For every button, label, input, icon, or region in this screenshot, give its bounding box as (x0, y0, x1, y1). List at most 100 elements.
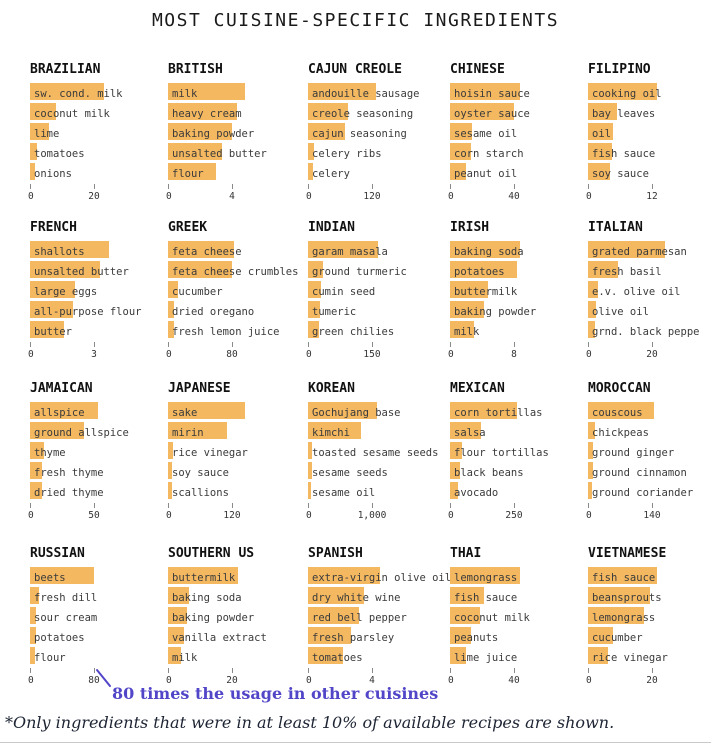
ingredient-row: rice vinegar (588, 646, 711, 666)
ingredient-row: celery ribs (308, 142, 440, 162)
ingredient-row: allspice (30, 401, 162, 421)
ingredient-row: buttermilk (168, 566, 300, 586)
ingredient-bar (30, 123, 50, 140)
ingredient-bars: allspice ground allspice thyme fresh thy… (30, 401, 162, 501)
ingredient-bar (308, 587, 364, 604)
ingredient-label: cooking oil (592, 88, 662, 100)
axis-tick-label-zero: 0 (165, 510, 172, 521)
ingredient-label: heavy cream (172, 108, 242, 120)
axis-tick-mark-zero (588, 668, 589, 673)
ingredient-label: Gochujang base (312, 407, 401, 419)
ingredient-bar (308, 103, 348, 120)
ingredient-label: grnd. black peppe (592, 326, 700, 338)
ingredient-row: corn starch (450, 142, 582, 162)
ingredient-bars: fish sauce beansprouts lemongrass cucumb… (588, 566, 711, 666)
ingredient-bars: grated parmesan fresh basil e.v. olive o… (588, 240, 711, 340)
ingredient-bar (168, 647, 181, 664)
ingredient-label: sw. cond. milk (34, 88, 123, 100)
ingredient-bar (588, 482, 592, 499)
ingredient-bar (450, 301, 484, 318)
ingredient-bar (30, 163, 36, 180)
axis-tick-label-max: 250 (505, 510, 523, 521)
x-axis: 0 150 (306, 342, 440, 368)
axis-tick-mark-zero (308, 668, 309, 673)
axis-tick-label-zero: 0 (447, 191, 454, 202)
ingredient-label: fresh parsley (312, 632, 395, 644)
ingredient-bar (30, 103, 56, 120)
ingredient-label: fresh dill (34, 592, 98, 604)
ingredient-bars: feta cheese feta cheese crumbles cucumbe… (168, 240, 300, 340)
axis-tick-label-zero: 0 (165, 675, 172, 686)
axis-tick-mark-zero (168, 184, 169, 189)
ingredient-bar (588, 83, 658, 100)
axis-tick-mark-zero (30, 503, 31, 508)
axis-tick-mark-max (514, 668, 515, 673)
ingredient-label: oyster sauce (454, 108, 530, 120)
ingredient-row: sesame seeds (308, 461, 440, 481)
ingredient-bars: lemongrass fish sauce coconut milk peanu… (450, 566, 582, 666)
ingredient-row: cucumber (588, 626, 711, 646)
ingredient-label: lemongrass (592, 612, 656, 624)
axis-tick-mark-max (372, 184, 373, 189)
ingredient-bar (308, 163, 314, 180)
ingredient-label: fish sauce (592, 572, 656, 584)
ingredient-row: milk (168, 646, 300, 666)
axis-tick-label-max: 80 (88, 675, 100, 686)
x-axis: 0 120 (306, 184, 440, 210)
ingredient-bar (588, 103, 618, 120)
ingredient-label: garam masala (312, 246, 388, 258)
axis-tick-mark-zero (450, 668, 451, 673)
ingredient-bar (30, 83, 104, 100)
ingredient-bars: andouille sausage creole seasoning cajun… (308, 82, 440, 182)
ingredient-row: sesame oil (450, 122, 582, 142)
ingredient-row: lemongrass (588, 606, 711, 626)
cuisine-panel: JAMAICAN allspice ground allspice thyme … (27, 381, 162, 546)
axis-tick-mark-zero (168, 668, 169, 673)
axis-tick-mark-zero (30, 342, 31, 347)
ingredient-row: fresh basil (588, 260, 711, 280)
axis-tick-mark-zero (450, 342, 451, 347)
axis-tick-label-zero: 0 (585, 191, 592, 202)
ingredient-label: onions (34, 168, 72, 180)
ingredient-label: sesame seeds (312, 467, 388, 479)
axis-tick-mark-zero (168, 342, 169, 347)
axis-tick-label-max: 120 (363, 191, 381, 202)
ingredient-row: extra-virgin olive oil (308, 566, 451, 586)
x-axis: 0 4 (166, 184, 300, 210)
ingredient-label: sesame oil (454, 128, 518, 140)
cuisine-title: JAMAICAN (30, 381, 93, 396)
ingredient-label: celery ribs (312, 148, 382, 160)
ingredient-row: flour (168, 162, 300, 182)
x-axis: 0 1,000 (306, 503, 440, 529)
ingredient-label: grated parmesan (592, 246, 687, 258)
ingredient-row: fish sauce (450, 586, 582, 606)
axis-tick-label-max: 120 (223, 510, 241, 521)
ingredient-label: baking powder (454, 306, 537, 318)
axis-tick-label-max: 40 (508, 191, 520, 202)
cuisine-title: INDIAN (308, 220, 355, 235)
ingredient-bar (168, 321, 174, 338)
ingredient-bar (308, 321, 319, 338)
ingredient-label: kimchi (312, 427, 350, 439)
ingredient-row: grated parmesan (588, 240, 711, 260)
ingredient-bar (30, 402, 98, 419)
cuisine-panel: FILIPINO cooking oil bay leaves oil fish… (585, 62, 711, 220)
ingredient-bar (588, 587, 651, 604)
ingredient-row: baking soda (168, 586, 300, 606)
ingredient-row: chickpeas (588, 421, 711, 441)
x-axis: 0 8 (448, 342, 582, 368)
ingredient-row: ground cinnamon (588, 461, 711, 481)
ingredient-row: lime juice (450, 646, 582, 666)
ingredient-row: cucumber (168, 280, 300, 300)
axis-tick-label-zero: 0 (27, 510, 34, 521)
ingredient-bar (30, 482, 42, 499)
ingredient-label: tomatoes (34, 148, 85, 160)
ingredient-label: baking soda (454, 246, 524, 258)
ingredient-row: tumeric (308, 300, 440, 320)
axis-tick-mark-max (232, 668, 233, 673)
x-axis: 0 250 (448, 503, 582, 529)
axis-tick-mark-max (652, 342, 653, 347)
ingredient-row: sake (168, 401, 300, 421)
axis-tick-label-max: 12 (646, 191, 658, 202)
ingredient-row: peanut oil (450, 162, 582, 182)
